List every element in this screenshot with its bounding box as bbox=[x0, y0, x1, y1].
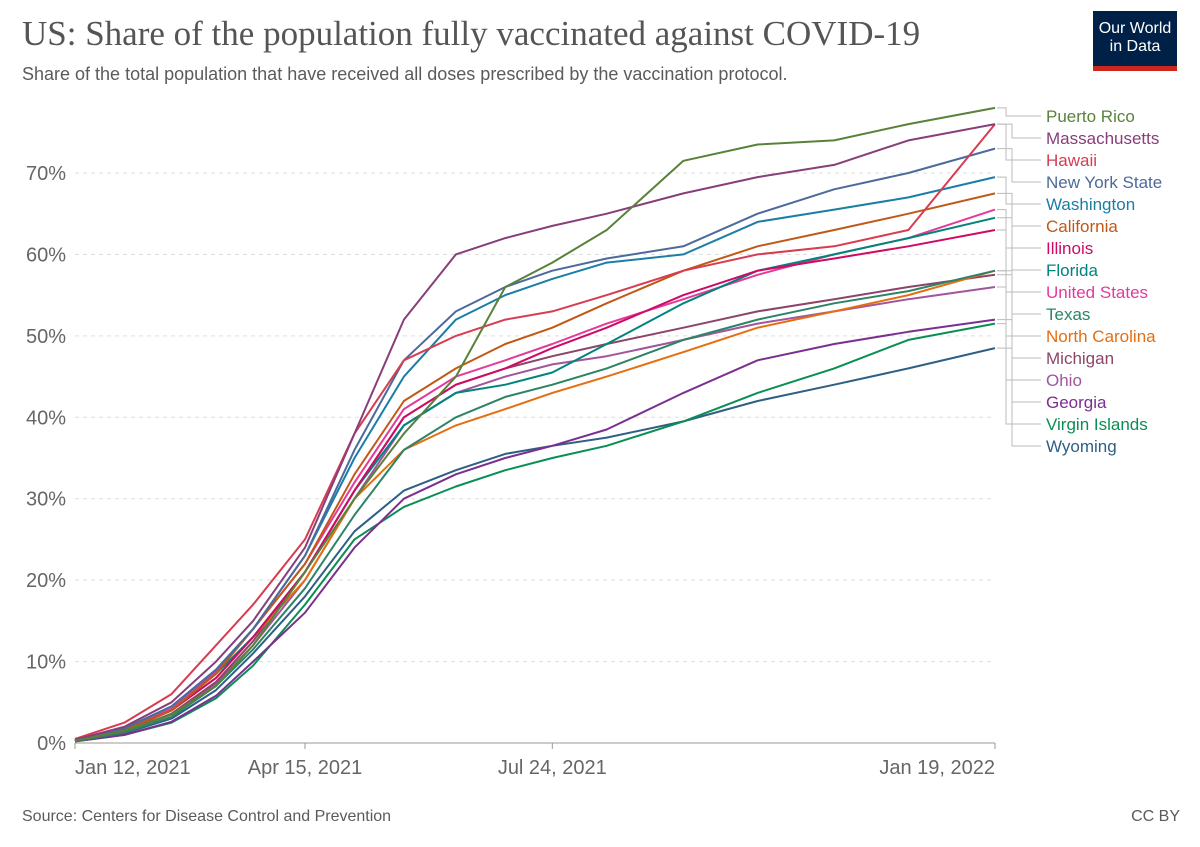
series-line[interactable] bbox=[74, 229, 996, 742]
legend-label[interactable]: California bbox=[1046, 217, 1118, 236]
y-tick-label: 60% bbox=[26, 244, 66, 266]
y-tick-label: 30% bbox=[26, 489, 66, 511]
y-tick-label: 70% bbox=[26, 163, 66, 185]
legend-leader-line bbox=[997, 209, 1041, 293]
series-line[interactable] bbox=[74, 192, 996, 742]
line-chart: 0% 10% 20% 30% 40% 50% 60% 70% Jan 12, 2021 Apr … bbox=[26, 106, 1162, 779]
series-line[interactable] bbox=[74, 208, 996, 741]
legend-label[interactable]: Georgia bbox=[1046, 393, 1107, 412]
legend-leader-line bbox=[997, 123, 1041, 139]
legend-leader-line bbox=[997, 319, 1041, 403]
legend-leader-line bbox=[997, 347, 1041, 447]
series-line[interactable] bbox=[74, 273, 996, 742]
series-line[interactable] bbox=[74, 176, 996, 742]
legend-leader-line bbox=[997, 148, 1041, 183]
legend-label[interactable]: Washington bbox=[1046, 195, 1135, 214]
owid-logo[interactable]: Our World in Data bbox=[1093, 11, 1177, 71]
logo-line-1: Our World bbox=[1098, 20, 1172, 37]
legend-label[interactable]: North Carolina bbox=[1046, 327, 1156, 346]
y-tick-label: 50% bbox=[26, 326, 66, 348]
legend-label[interactable]: Ohio bbox=[1046, 371, 1082, 390]
y-tick-label: 20% bbox=[26, 570, 66, 592]
x-axis: Jan 12, 2021 Apr 15, 2021 Jul 24, 2021 Jan … bbox=[74, 742, 996, 779]
legend-leader-line bbox=[997, 274, 1041, 359]
legend-label[interactable]: Michigan bbox=[1046, 349, 1114, 368]
series-lines bbox=[74, 106, 996, 743]
legend-leader-line bbox=[997, 176, 1041, 205]
y-tick-label: 0% bbox=[37, 733, 66, 755]
legend-label[interactable]: Wyoming bbox=[1046, 437, 1117, 456]
legend-label[interactable]: Illinois bbox=[1046, 239, 1093, 258]
legend-leader-line bbox=[997, 286, 1041, 381]
legend-label[interactable]: Florida bbox=[1046, 261, 1099, 280]
legend-label[interactable]: Massachusetts bbox=[1046, 129, 1159, 148]
source-note[interactable]: Source: Centers for Disease Control and … bbox=[22, 808, 392, 825]
series-line[interactable] bbox=[74, 347, 996, 743]
legend-label[interactable]: Virgin Islands bbox=[1046, 415, 1148, 434]
line-end-legend: Puerto Rico Massachusetts Hawaii New York S… bbox=[997, 107, 1162, 456]
series-line[interactable] bbox=[74, 269, 996, 743]
legend-label[interactable]: Hawaii bbox=[1046, 151, 1097, 170]
series-line[interactable] bbox=[74, 322, 996, 743]
y-gridlines bbox=[75, 172, 995, 663]
legend-label[interactable]: Texas bbox=[1046, 305, 1090, 324]
legend-label[interactable]: Puerto Rico bbox=[1046, 107, 1135, 126]
chart-subtitle: Share of the total population that have … bbox=[22, 64, 788, 84]
legend-label[interactable]: United States bbox=[1046, 283, 1148, 302]
y-tick-label: 10% bbox=[26, 652, 66, 674]
legend-label[interactable]: New York State bbox=[1046, 173, 1162, 192]
legend-leader-line bbox=[997, 229, 1041, 249]
x-tick-label: Jan 12, 2021 bbox=[75, 757, 191, 779]
y-tick-label: 40% bbox=[26, 407, 66, 429]
legend-leader-line bbox=[997, 123, 1041, 161]
license-note[interactable]: CC BY bbox=[1131, 808, 1180, 825]
series-line[interactable] bbox=[74, 318, 996, 743]
legend-leader-line bbox=[997, 192, 1041, 227]
series-line[interactable] bbox=[74, 106, 996, 742]
legend-leader-line bbox=[997, 107, 1041, 117]
x-tick-label: Jul 24, 2021 bbox=[498, 757, 607, 779]
series-line[interactable] bbox=[74, 123, 996, 741]
legend-leader-line bbox=[997, 217, 1041, 271]
series-line[interactable] bbox=[74, 123, 996, 740]
series-line[interactable] bbox=[74, 147, 996, 742]
legend-leader-line bbox=[997, 323, 1041, 425]
x-tick-label: Jan 19, 2022 bbox=[879, 757, 995, 779]
legend-leader-line bbox=[997, 270, 1041, 337]
chart-title: US: Share of the population fully vaccin… bbox=[22, 14, 921, 53]
x-tick-label: Apr 15, 2021 bbox=[248, 757, 363, 779]
logo-line-2: in Data bbox=[1109, 38, 1161, 55]
y-tick-labels: 0% 10% 20% 30% 40% 50% 60% 70% bbox=[26, 163, 66, 755]
